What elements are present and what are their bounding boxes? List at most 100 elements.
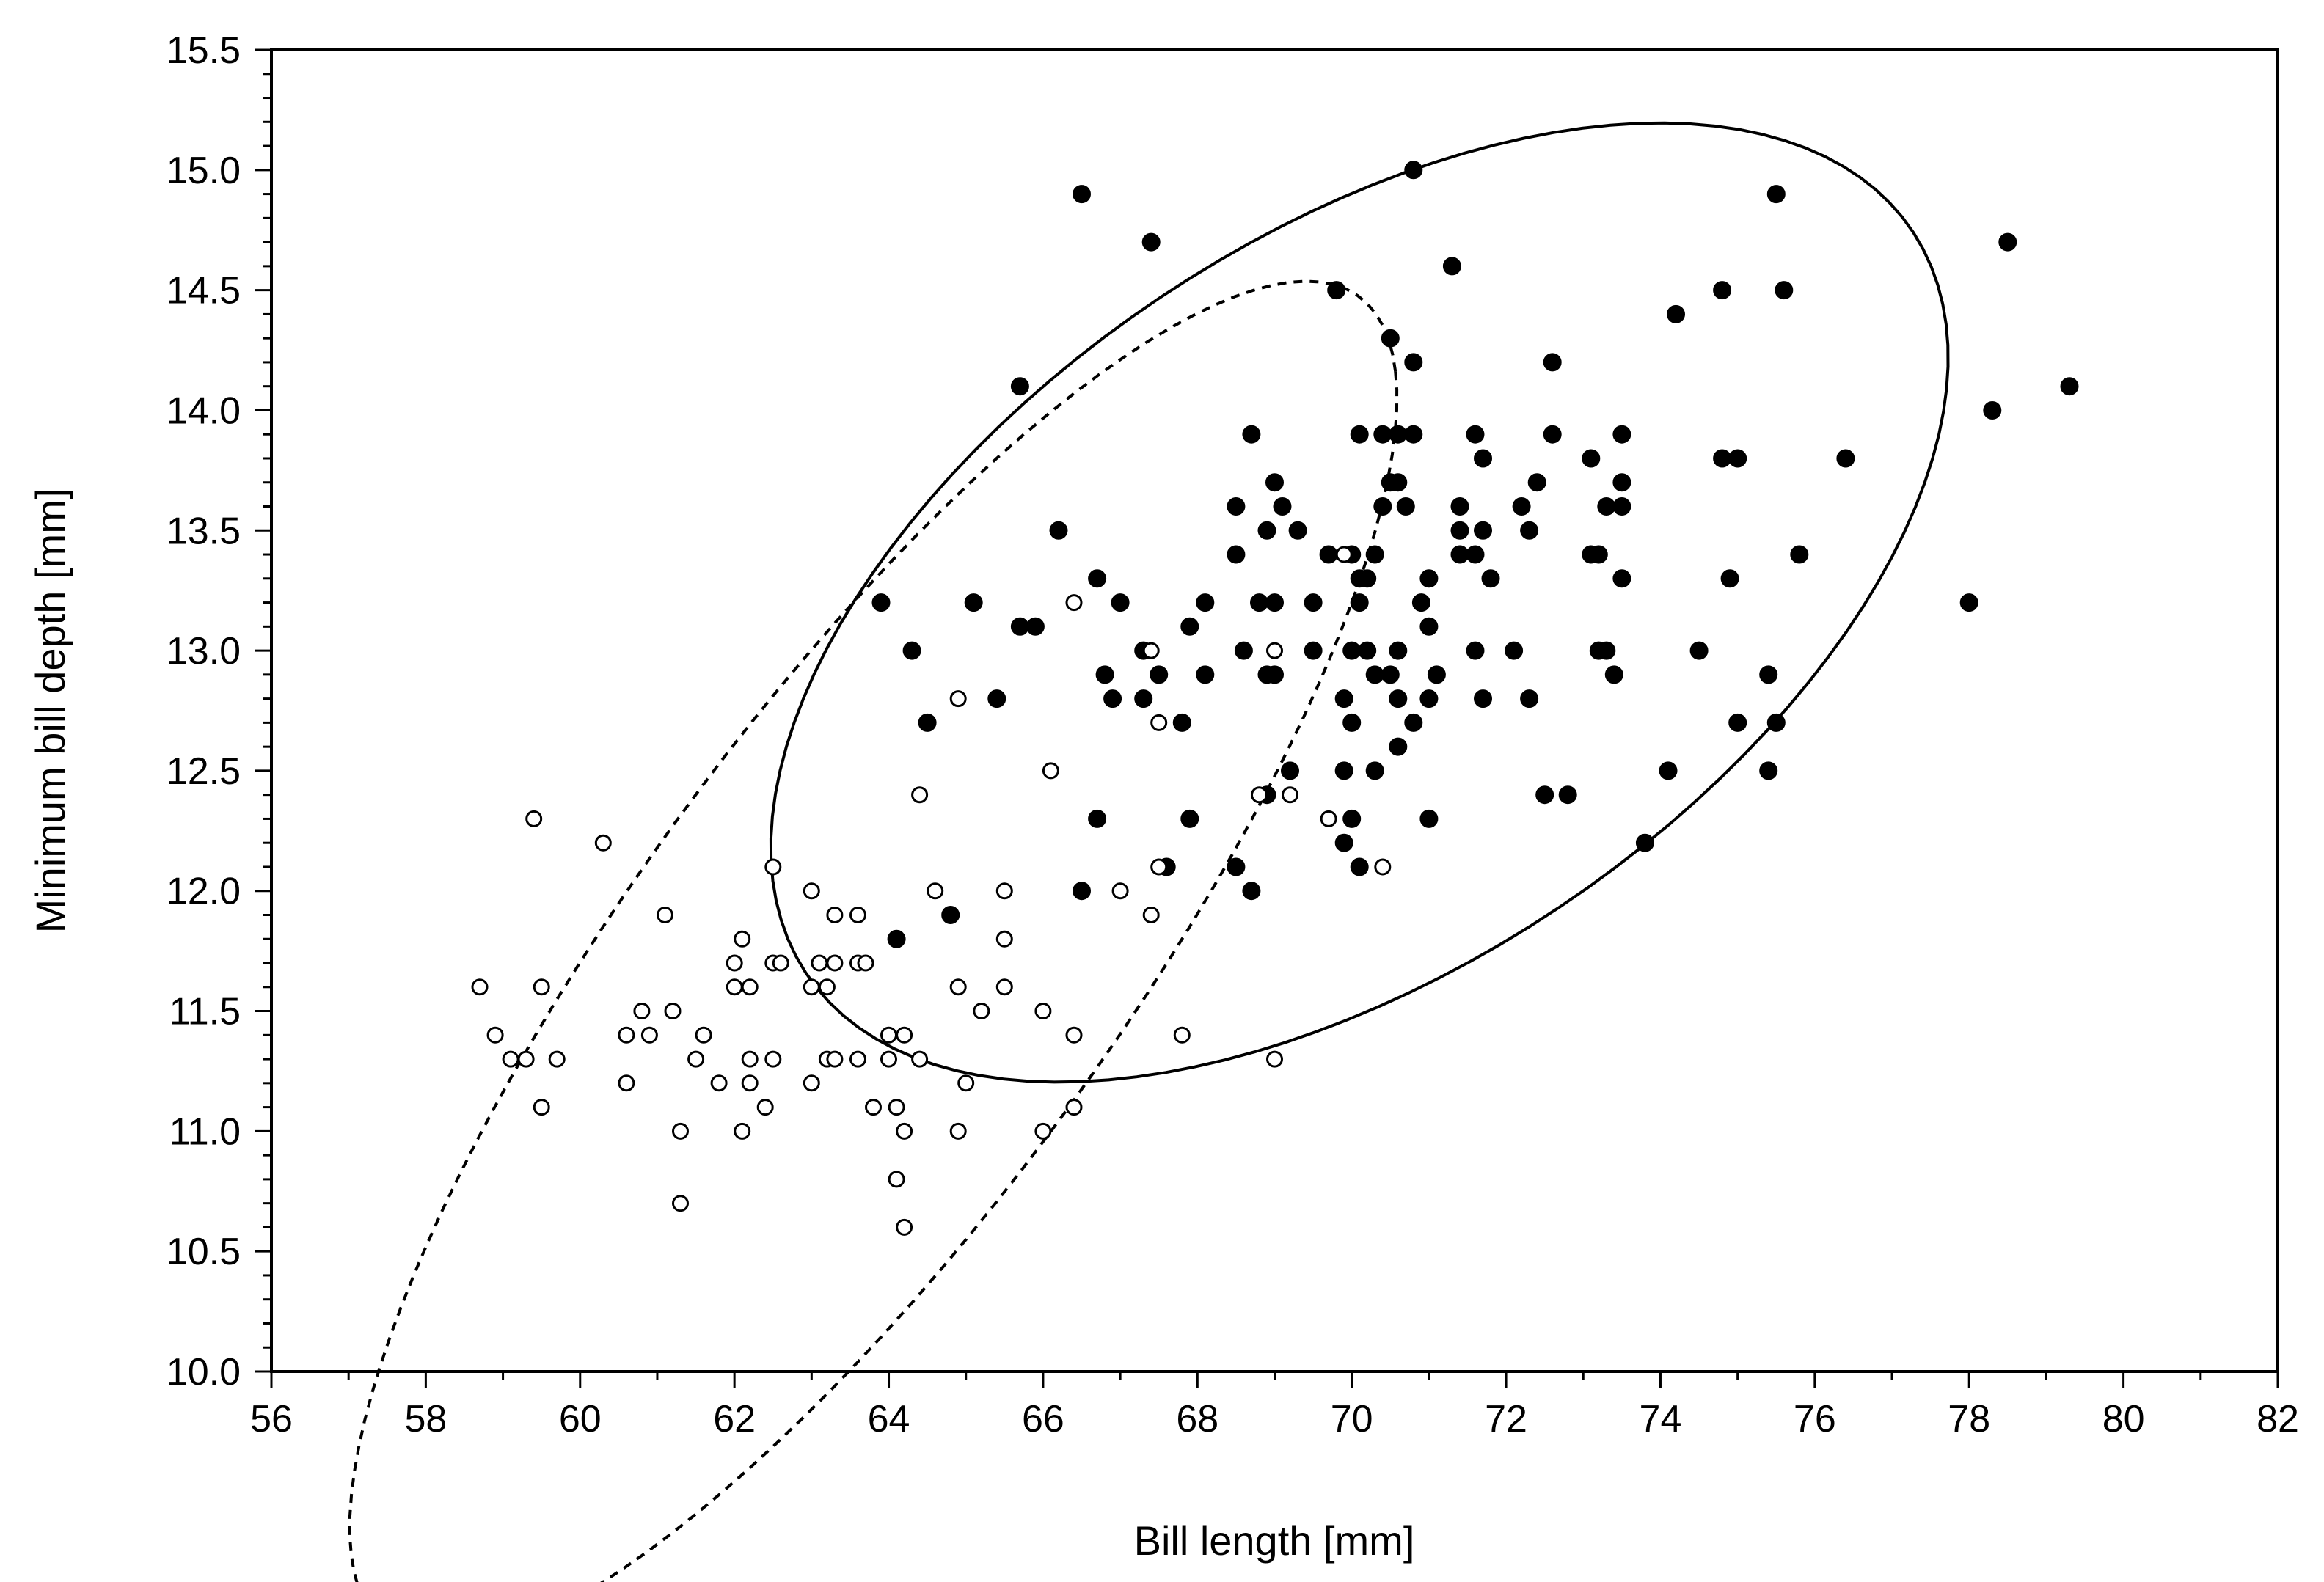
filled-point	[1304, 641, 1323, 660]
open-point	[826, 1050, 844, 1068]
open-point	[1111, 882, 1129, 900]
filled-point	[1612, 497, 1631, 516]
filled-point	[1404, 161, 1423, 180]
open-point	[486, 1026, 504, 1044]
filled-point	[1512, 497, 1531, 516]
open-point	[1320, 810, 1337, 827]
open-point	[672, 1122, 689, 1140]
filled-point	[1350, 593, 1369, 612]
x-tick-label: 74	[1640, 1398, 1682, 1440]
y-tick-label: 14.5	[167, 270, 241, 312]
open-point	[687, 1050, 705, 1068]
open-point	[1251, 786, 1268, 804]
open-point	[857, 954, 874, 972]
open-point	[973, 1003, 990, 1019]
filled-point	[1103, 689, 1122, 708]
open-point	[640, 1026, 658, 1044]
open-point	[803, 882, 820, 900]
filled-point	[1389, 473, 1408, 492]
filled-point	[1713, 281, 1732, 300]
filled-point	[1180, 617, 1199, 636]
filled-point	[872, 593, 891, 612]
filled-point	[1543, 425, 1562, 444]
y-tick-label: 12.0	[167, 871, 241, 913]
open-point	[880, 1050, 897, 1068]
open-point	[1034, 1003, 1052, 1019]
filled-point	[1134, 689, 1153, 708]
open-point	[502, 1050, 519, 1068]
x-tick-label: 60	[559, 1398, 602, 1440]
filled-point	[1265, 473, 1284, 492]
filled-point	[1358, 641, 1377, 660]
open-point	[1266, 642, 1283, 659]
filled-point	[1389, 737, 1408, 756]
filled-point	[1667, 304, 1685, 323]
filled-point	[1759, 665, 1778, 684]
filled-point	[1582, 449, 1601, 468]
x-tick-label: 56	[250, 1398, 293, 1440]
filled-point	[1111, 593, 1130, 612]
filled-point	[1389, 425, 1408, 444]
open-point	[995, 978, 1013, 996]
open-point	[849, 907, 866, 923]
open-point	[865, 1099, 882, 1116]
filled-point	[1597, 641, 1616, 660]
y-tick-label: 10.5	[167, 1231, 241, 1273]
open-point	[772, 954, 789, 972]
open-point	[657, 907, 673, 923]
filled-point	[1365, 545, 1384, 564]
open-point	[756, 1099, 774, 1116]
open-point	[1034, 1122, 1052, 1140]
filled-point	[1150, 665, 1169, 684]
filled-point	[1088, 809, 1107, 828]
filled-point	[902, 641, 921, 660]
x-tick-label: 70	[1331, 1398, 1373, 1440]
x-tick-label: 58	[404, 1398, 447, 1440]
filled-point	[1659, 761, 1678, 780]
open-point	[741, 1050, 759, 1068]
confidence-ellipses	[348, 121, 1950, 1582]
x-axis-title: Bill length [mm]	[1134, 1517, 1415, 1564]
open-point	[741, 1074, 759, 1092]
y-tick-label: 12.5	[167, 750, 241, 793]
filled-point	[964, 593, 983, 612]
filled-point	[1358, 569, 1377, 588]
open-point	[471, 978, 489, 996]
filled-point	[1604, 665, 1623, 684]
y-tick-label: 10.0	[167, 1351, 241, 1394]
filled-point	[1242, 882, 1261, 901]
filled-point	[1281, 761, 1299, 780]
filled-point	[1474, 689, 1492, 708]
open-point	[618, 1074, 635, 1092]
open-point	[533, 978, 550, 996]
filled-point	[1365, 761, 1384, 780]
open-point	[957, 1074, 975, 1092]
open-point	[548, 1050, 566, 1068]
open-point	[1282, 786, 1298, 804]
x-tick-label: 76	[1794, 1398, 1836, 1440]
open-point	[1142, 907, 1160, 923]
filled-point	[1196, 665, 1215, 684]
x-tick-label: 68	[1176, 1398, 1218, 1440]
open-point	[896, 1122, 913, 1140]
open-point	[525, 810, 543, 827]
x-tick-label: 62	[713, 1398, 756, 1440]
filled-point	[1597, 497, 1616, 516]
filled-point	[1334, 761, 1353, 780]
filled-point	[1073, 882, 1091, 901]
open-point	[633, 1003, 651, 1019]
filled-point	[1505, 641, 1524, 660]
open-point	[888, 1099, 905, 1116]
filled-point	[1026, 617, 1045, 636]
open-point	[803, 978, 820, 996]
open-point	[741, 978, 759, 996]
filled-point	[918, 713, 937, 732]
filled-point	[1381, 329, 1400, 348]
open-ellipse	[348, 279, 1399, 1582]
y-tick-label: 13.0	[167, 630, 241, 673]
open-point	[734, 930, 751, 948]
open-point	[1142, 642, 1160, 659]
filled-point	[1790, 545, 1809, 564]
filled-point	[1319, 545, 1338, 564]
